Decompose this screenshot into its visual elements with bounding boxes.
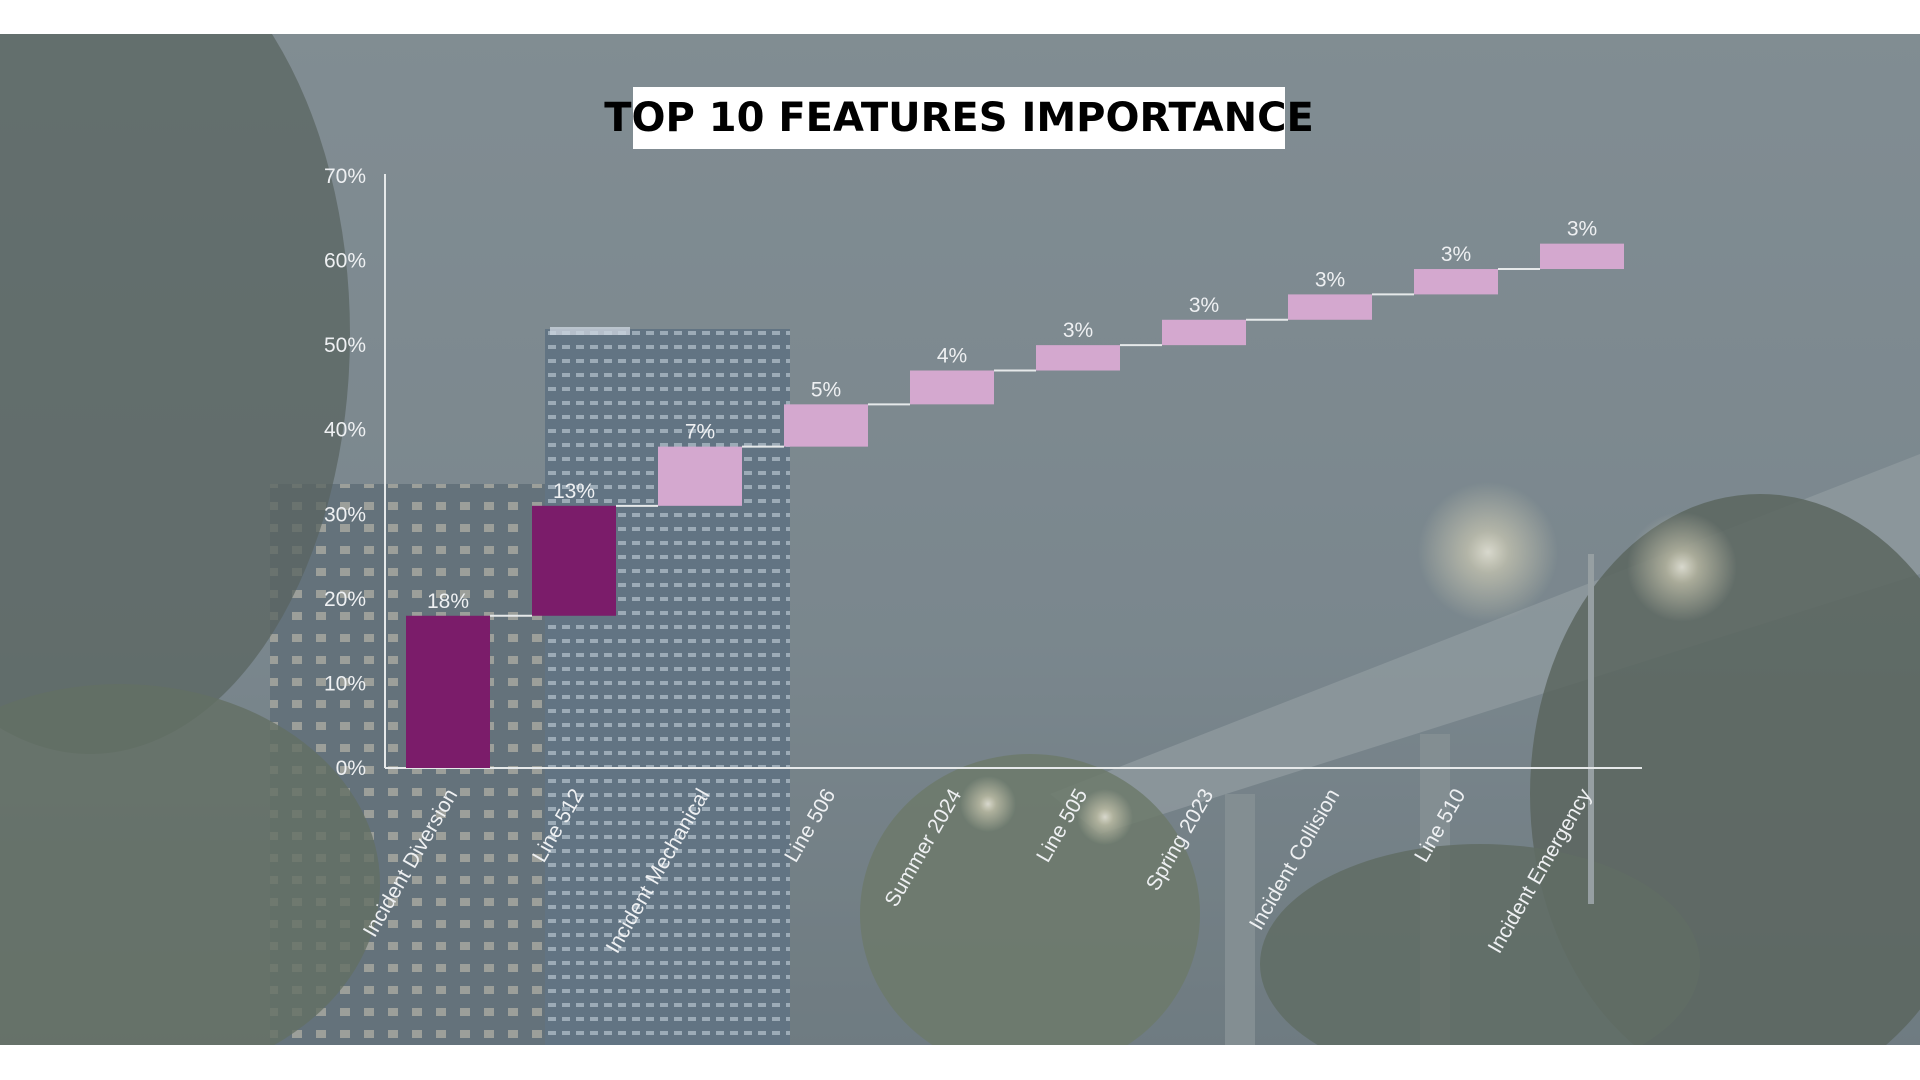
category-label: Summer 2024 — [880, 785, 966, 911]
category-label: Incident Collision — [1245, 785, 1344, 934]
waterfall-bar — [1162, 319, 1246, 346]
y-tick-label: 70% — [324, 165, 366, 188]
category-label: Incident Diversion — [359, 785, 462, 941]
data-label: 7% — [685, 421, 715, 444]
category-label: Spring 2023 — [1142, 785, 1219, 895]
category-label: Line 510 — [1410, 785, 1470, 866]
category-label: Line 505 — [1032, 785, 1092, 866]
y-tick-label: 60% — [324, 250, 366, 273]
y-tick-label: 30% — [324, 503, 366, 526]
waterfall-bar — [1540, 243, 1624, 270]
background-photo — [0, 34, 1920, 1045]
street-lights — [960, 482, 1737, 904]
data-label: 5% — [811, 378, 841, 401]
waterfall-bar — [532, 505, 616, 616]
slide: TOP 10 FEATURES IMPORTANCE 0% 10% 20% 30% 40… — [0, 34, 1920, 1045]
waterfall-bar — [406, 615, 490, 768]
waterfall-bar — [1036, 345, 1120, 371]
category-label: Incident Emergency — [1484, 785, 1597, 958]
waterfall-bar — [658, 446, 742, 506]
title-box: TOP 10 FEATURES IMPORTANCE — [604, 87, 1314, 149]
data-label: 18% — [427, 590, 469, 613]
category-label: Incident Mechanical — [602, 785, 715, 957]
data-label: 3% — [1315, 268, 1345, 291]
chart-title: TOP 10 FEATURES IMPORTANCE — [604, 95, 1314, 141]
data-label: 4% — [937, 345, 967, 368]
waterfall-bar — [1414, 269, 1498, 295]
waterfall-chart: 0% 10% 20% 30% 40% 50% 60% 70% 18% Incident Diver… — [324, 165, 1642, 958]
data-label: 3% — [1567, 218, 1597, 241]
y-tick-label: 10% — [324, 672, 366, 695]
trees — [0, 34, 1920, 1045]
data-label: 3% — [1189, 294, 1219, 317]
data-label: 13% — [553, 480, 595, 503]
category-label: Line 512 — [528, 785, 588, 866]
waterfall-bar — [784, 404, 868, 447]
data-label: 3% — [1063, 319, 1093, 342]
category-label: Line 506 — [780, 785, 840, 866]
waterfall-bar — [910, 370, 994, 405]
data-label: 3% — [1441, 243, 1471, 266]
waterfall-bar — [1288, 294, 1372, 320]
y-tick-label: 0% — [336, 757, 366, 780]
y-tick-label: 50% — [324, 334, 366, 357]
y-tick-label: 20% — [324, 588, 366, 611]
photo-overlay — [0, 34, 1920, 1045]
y-tick-label: 40% — [324, 419, 366, 442]
